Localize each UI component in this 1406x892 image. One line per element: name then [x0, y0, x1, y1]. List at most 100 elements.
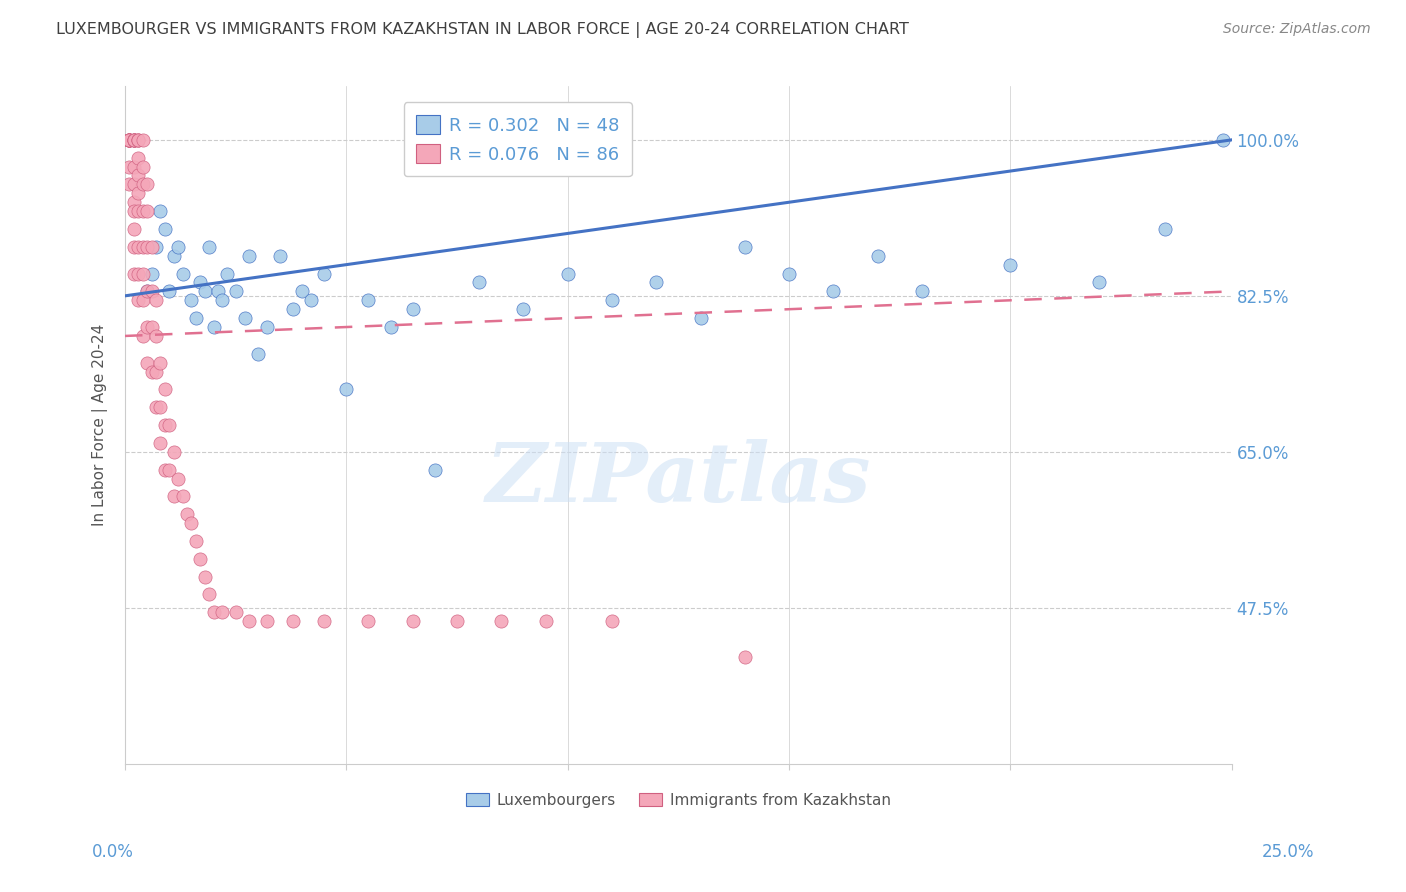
- Text: ZIPatlas: ZIPatlas: [485, 439, 872, 519]
- Point: [184, 311, 207, 326]
- Point: [145, 293, 167, 308]
- Point: [141, 267, 163, 281]
- Point: [207, 285, 229, 299]
- Point: [689, 311, 711, 326]
- Point: [446, 614, 468, 628]
- Point: [491, 614, 513, 628]
- Point: [202, 320, 225, 334]
- Point: [127, 133, 149, 147]
- Point: [122, 133, 145, 147]
- Point: [122, 267, 145, 281]
- Point: [215, 267, 238, 281]
- Point: [136, 285, 159, 299]
- Point: [122, 204, 145, 219]
- Point: [314, 614, 336, 628]
- Point: [153, 463, 176, 477]
- Point: [122, 133, 145, 147]
- Point: [141, 320, 163, 334]
- Point: [357, 614, 380, 628]
- Point: [188, 551, 211, 566]
- Point: [314, 267, 336, 281]
- Point: [246, 347, 269, 361]
- Point: [127, 151, 149, 165]
- Point: [131, 267, 153, 281]
- Point: [1000, 258, 1022, 272]
- Point: [512, 302, 534, 317]
- Point: [118, 133, 141, 147]
- Point: [145, 401, 167, 415]
- Point: [149, 356, 172, 370]
- Point: [131, 133, 153, 147]
- Point: [188, 276, 211, 290]
- Point: [233, 311, 256, 326]
- Point: [127, 267, 149, 281]
- Point: [225, 605, 247, 619]
- Point: [118, 133, 141, 147]
- Point: [402, 302, 425, 317]
- Point: [118, 133, 141, 147]
- Point: [141, 365, 163, 379]
- Point: [823, 285, 845, 299]
- Point: [153, 383, 176, 397]
- Point: [141, 240, 163, 254]
- Point: [136, 320, 159, 334]
- Point: [118, 133, 141, 147]
- Point: [211, 293, 233, 308]
- Point: [131, 329, 153, 343]
- Point: [145, 240, 167, 254]
- Point: [136, 285, 159, 299]
- Y-axis label: In Labor Force | Age 20-24: In Labor Force | Age 20-24: [93, 324, 108, 526]
- Point: [198, 240, 221, 254]
- Point: [283, 614, 305, 628]
- Point: [122, 195, 145, 210]
- Point: [600, 614, 623, 628]
- Text: 0.0%: 0.0%: [91, 843, 134, 861]
- Point: [118, 160, 141, 174]
- Point: [136, 178, 159, 192]
- Point: [122, 178, 145, 192]
- Point: [127, 186, 149, 201]
- Point: [149, 401, 172, 415]
- Point: [202, 605, 225, 619]
- Point: [127, 133, 149, 147]
- Point: [180, 516, 202, 530]
- Point: [118, 133, 141, 147]
- Point: [141, 285, 163, 299]
- Point: [734, 240, 756, 254]
- Point: [163, 490, 186, 504]
- Point: [238, 249, 260, 263]
- Point: [283, 302, 305, 317]
- Text: 25.0%: 25.0%: [1263, 843, 1315, 861]
- Point: [172, 490, 194, 504]
- Point: [380, 320, 402, 334]
- Point: [118, 178, 141, 192]
- Point: [118, 133, 141, 147]
- Point: [600, 293, 623, 308]
- Point: [225, 285, 247, 299]
- Point: [734, 649, 756, 664]
- Point: [238, 614, 260, 628]
- Point: [127, 240, 149, 254]
- Point: [176, 507, 198, 521]
- Point: [122, 133, 145, 147]
- Point: [423, 463, 446, 477]
- Point: [198, 587, 221, 601]
- Point: [118, 133, 141, 147]
- Point: [1154, 222, 1177, 236]
- Point: [131, 178, 153, 192]
- Point: [256, 614, 278, 628]
- Point: [180, 293, 202, 308]
- Point: [145, 365, 167, 379]
- Point: [122, 240, 145, 254]
- Point: [127, 204, 149, 219]
- Point: [256, 320, 278, 334]
- Point: [157, 463, 180, 477]
- Point: [131, 293, 153, 308]
- Point: [167, 472, 190, 486]
- Point: [335, 383, 357, 397]
- Point: [468, 276, 491, 290]
- Point: [299, 293, 322, 308]
- Point: [153, 222, 176, 236]
- Point: [157, 285, 180, 299]
- Point: [402, 614, 425, 628]
